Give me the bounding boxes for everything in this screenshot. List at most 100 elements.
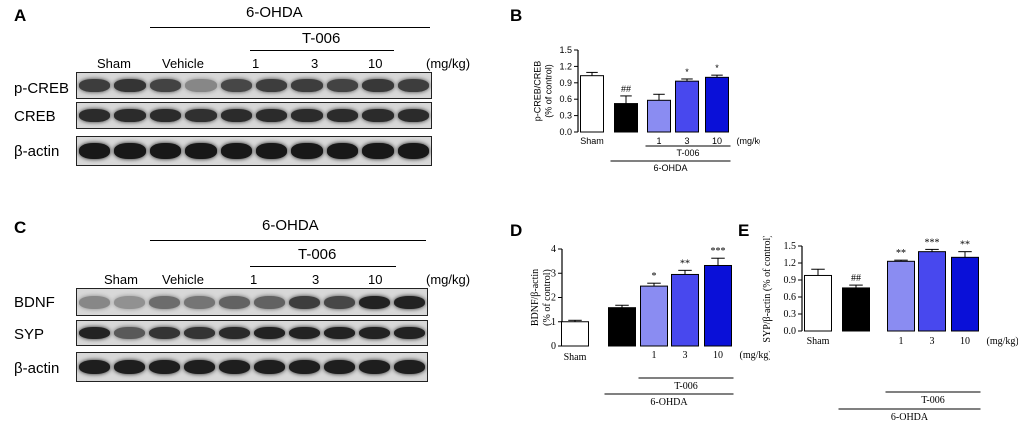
significance-label: ** [896, 248, 906, 259]
x-tick-label: 1 [656, 136, 661, 146]
blot-band [289, 295, 320, 309]
y-axis-title-line: p-CREB/CREB [533, 61, 543, 122]
panel-c-row-label-bdnf: BDNF [14, 294, 55, 311]
blot-band [254, 327, 285, 339]
panel-c-treatment-label: 6-OHDA [262, 217, 319, 234]
drug-label: T-006 [676, 148, 699, 158]
x-tick-label: 10 [712, 136, 722, 146]
bar [647, 99, 671, 133]
y-tick-label: 4 [551, 244, 556, 255]
bar [918, 251, 946, 332]
panel-a-drug-label: T-006 [302, 30, 341, 47]
bar [705, 76, 729, 133]
x-tick-label: Sham [580, 136, 604, 146]
unit-label: (mg/kg) [987, 336, 1019, 347]
blot-band [324, 295, 355, 309]
panel-a-group-1: 1 [252, 56, 260, 71]
drug-label: T-006 [674, 381, 698, 392]
bar [608, 307, 636, 347]
bar [640, 285, 668, 347]
blot-band [79, 360, 110, 374]
y-tick-label: 0.9 [559, 78, 572, 88]
chart-b: 0.0 0.3 0.6 0.9 1.2 1.5 p-CREB/CREB (% of contr… [533, 45, 761, 173]
panel-letter-d: D [510, 221, 523, 240]
blot-band [254, 360, 285, 374]
y-tick-label: 0.9 [784, 275, 797, 286]
blot-band [291, 79, 323, 92]
significance-label: *** [711, 246, 726, 257]
panel-a-group-3: 3 [311, 56, 319, 71]
unit-label: (mg/kg) [737, 136, 761, 146]
blot-band [220, 79, 252, 92]
drug-label: T-006 [921, 395, 945, 406]
x-tick-label: 10 [960, 336, 970, 347]
panel-a-row-label-creb: CREB [14, 108, 56, 125]
panel-c-treatment-line [150, 240, 426, 241]
significance-label: * [715, 63, 719, 73]
panel-c-group-1: 1 [250, 272, 258, 287]
significance-label: ## [851, 273, 861, 284]
blot-band [326, 79, 359, 92]
x-tick-label: 3 [684, 136, 689, 146]
significance-label: *** [925, 237, 940, 248]
y-tick-label: 1.5 [559, 45, 572, 55]
unit-label: (mg/kg) [740, 350, 771, 361]
blot-band [394, 360, 425, 374]
panel-a-group-vehicle: Vehicle [162, 56, 204, 71]
x-tick-label: Sham [807, 336, 830, 347]
blot-band [185, 143, 217, 159]
blot-band [219, 360, 250, 374]
blot-band [362, 143, 394, 159]
panel-c-unit: (mg/kg) [426, 272, 471, 287]
blot-band [149, 360, 180, 374]
blot-band [289, 327, 320, 339]
blot-band [114, 295, 145, 309]
y-tick-label: 0.3 [559, 111, 572, 121]
blot-band [359, 327, 390, 339]
panel-c-group-vehicle: Vehicle [162, 272, 204, 287]
blot-band [256, 109, 288, 122]
blot-band [185, 109, 217, 122]
blot-band [114, 109, 146, 122]
x-tick-label: 1 [652, 350, 657, 361]
significance-label: ** [960, 240, 970, 251]
blot-band [326, 143, 359, 159]
y-axis-title: p-CREB/CREB (% of control) [533, 61, 554, 122]
y-axis-title-line: SYP/β-actin (% of control) [762, 236, 773, 343]
y-tick-label: 0.3 [784, 309, 797, 320]
panel-a-group-10: 10 [368, 56, 383, 71]
panel-letter-c: C [14, 218, 27, 237]
panel-a-drug-line [250, 50, 394, 51]
bar [580, 75, 604, 133]
panel-a-row-label-pcreb: p-CREB [14, 80, 70, 97]
blot-band [291, 143, 323, 159]
panel-a-treatment-line [150, 27, 430, 28]
blot-band [397, 79, 429, 92]
blot-band [219, 327, 250, 339]
significance-label: ** [680, 258, 690, 269]
blot-band [256, 143, 288, 159]
bar [614, 103, 638, 133]
blot-actin-a [76, 136, 432, 166]
significance-label: * [685, 67, 689, 77]
blot-band [149, 143, 182, 159]
blot-band [394, 295, 425, 309]
blot-band [256, 79, 288, 92]
panel-a-group-sham: Sham [97, 56, 131, 71]
blot-band [149, 109, 182, 122]
y-tick-label: 0.6 [784, 292, 797, 303]
chart-d: 0 1 2 3 4 BDNF/β-actin (% of control) Sham * 1 ** 3… [530, 244, 771, 408]
y-tick-label: 0.0 [784, 326, 797, 337]
bar [887, 260, 915, 332]
x-tick-label: 10 [713, 350, 723, 361]
bar [704, 264, 732, 347]
treatment-label: 6-OHDA [891, 412, 929, 423]
significance-label: * [652, 271, 657, 282]
y-tick-label: 0.6 [559, 94, 572, 104]
panel-c-row-label-actin: β-actin [14, 360, 60, 377]
panel-c-group-sham: Sham [104, 272, 138, 287]
blot-band [114, 143, 146, 159]
y-axis-title-line: (% of control) [542, 269, 553, 326]
bar [804, 274, 832, 332]
blot-band [254, 295, 285, 309]
